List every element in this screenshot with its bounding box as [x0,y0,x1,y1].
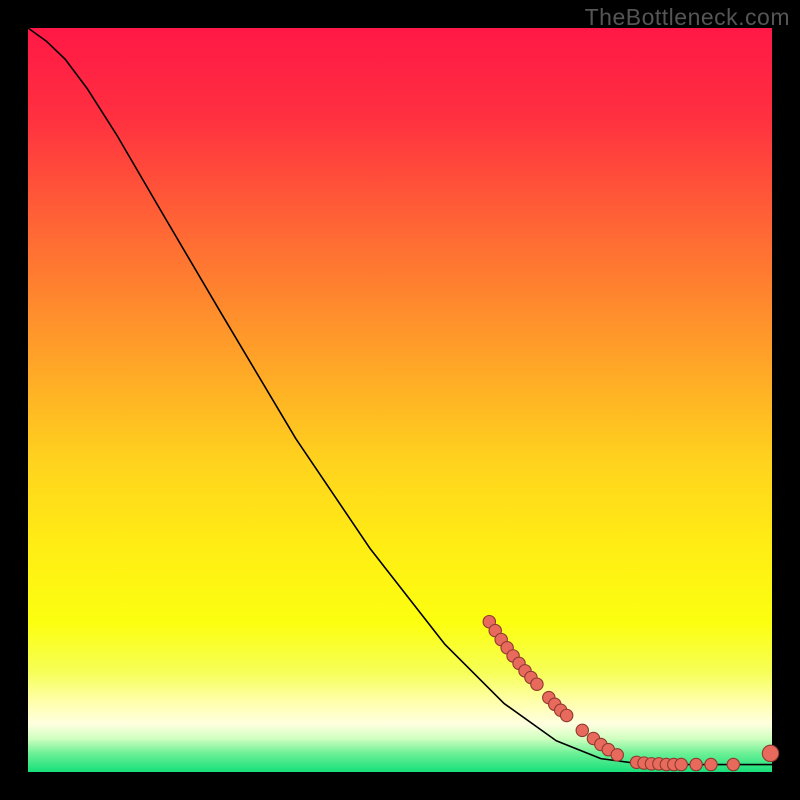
data-marker [611,749,623,761]
watermark-text: TheBottleneck.com [585,4,790,31]
chart-container: TheBottleneck.com [0,0,800,800]
data-marker [762,745,778,761]
data-marker [690,758,702,770]
data-marker [560,709,572,721]
chart-svg [0,0,800,800]
data-marker [727,758,739,770]
data-marker [576,724,588,736]
data-marker [675,758,687,770]
plot-background [28,28,772,772]
data-marker [705,758,717,770]
data-marker [531,678,543,690]
